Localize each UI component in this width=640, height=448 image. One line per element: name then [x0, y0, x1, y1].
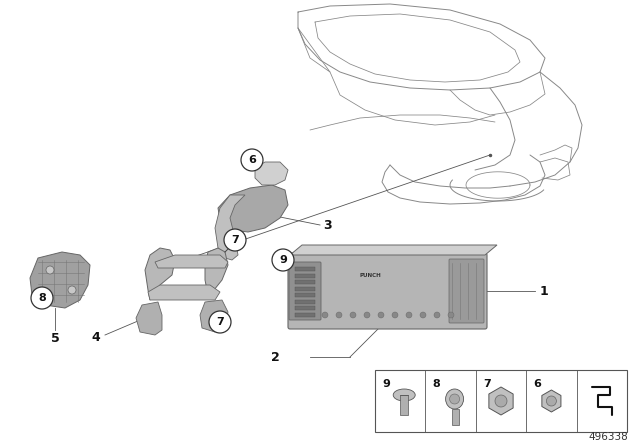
Circle shape [336, 312, 342, 318]
Text: 8: 8 [38, 293, 46, 303]
Polygon shape [200, 300, 228, 332]
Bar [400, 395, 408, 415]
FancyBboxPatch shape [449, 259, 484, 323]
FancyBboxPatch shape [289, 262, 321, 320]
Circle shape [350, 312, 356, 318]
Circle shape [46, 266, 54, 274]
Circle shape [547, 396, 556, 406]
Polygon shape [542, 390, 561, 412]
Polygon shape [218, 185, 288, 232]
Circle shape [68, 286, 76, 294]
Bar [295, 306, 315, 310]
Polygon shape [205, 248, 228, 295]
Polygon shape [255, 162, 288, 185]
Text: 3: 3 [323, 219, 332, 232]
Text: 7: 7 [216, 317, 224, 327]
Text: 2: 2 [271, 350, 280, 363]
Text: 7: 7 [483, 379, 491, 388]
Polygon shape [489, 387, 513, 415]
Ellipse shape [393, 389, 415, 401]
Circle shape [434, 312, 440, 318]
Circle shape [449, 394, 460, 404]
FancyBboxPatch shape [288, 253, 487, 329]
Polygon shape [148, 285, 220, 300]
Text: 9: 9 [279, 255, 287, 265]
Bar [452, 409, 459, 425]
Bar [295, 293, 315, 297]
Bar [295, 300, 315, 303]
Text: 8: 8 [433, 379, 440, 388]
Circle shape [406, 312, 412, 318]
Bar [295, 273, 315, 277]
Polygon shape [155, 255, 228, 268]
Circle shape [31, 287, 53, 309]
Bar [295, 267, 315, 271]
Circle shape [364, 312, 370, 318]
Circle shape [420, 312, 426, 318]
Circle shape [495, 395, 507, 407]
Circle shape [224, 229, 246, 251]
Text: 496338: 496338 [588, 432, 628, 442]
Circle shape [209, 311, 231, 333]
Polygon shape [290, 245, 497, 255]
Circle shape [241, 149, 263, 171]
Polygon shape [145, 248, 175, 300]
Bar [295, 287, 315, 290]
Polygon shape [215, 195, 245, 260]
Bar [295, 313, 315, 316]
Text: 1: 1 [540, 284, 548, 297]
Circle shape [378, 312, 384, 318]
Text: PUNCH: PUNCH [360, 273, 381, 278]
Text: 4: 4 [92, 331, 100, 344]
Ellipse shape [445, 389, 463, 409]
Bar [295, 280, 315, 284]
Text: 5: 5 [51, 332, 60, 345]
Circle shape [322, 312, 328, 318]
Text: 9: 9 [382, 379, 390, 388]
Polygon shape [136, 302, 162, 335]
Circle shape [392, 312, 398, 318]
Bar [375, 370, 627, 432]
Text: 7: 7 [231, 235, 239, 245]
Circle shape [272, 249, 294, 271]
Polygon shape [30, 252, 90, 308]
Text: 6: 6 [533, 379, 541, 388]
Circle shape [448, 312, 454, 318]
Text: 6: 6 [248, 155, 256, 165]
